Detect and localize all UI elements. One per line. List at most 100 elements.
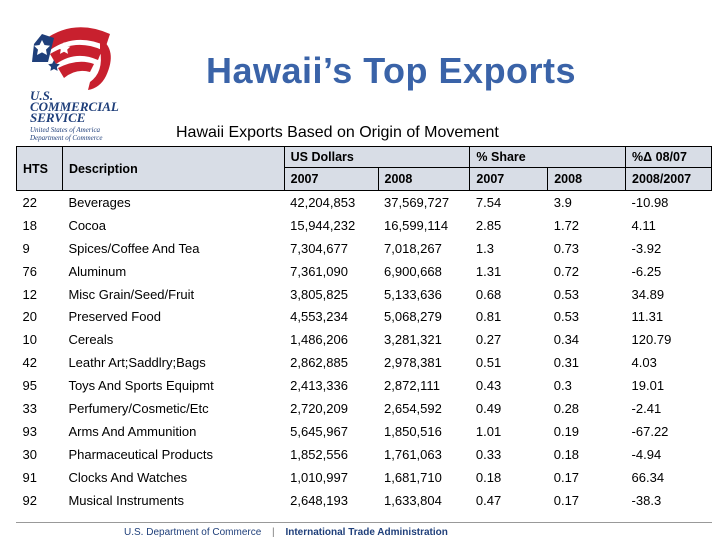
footer-ita: International Trade Administration <box>285 527 448 538</box>
table-header: HTS Description US Dollars % Share %Δ 08… <box>16 146 712 191</box>
cell-hts: 76 <box>22 263 37 279</box>
cell-hts: 9 <box>22 240 30 256</box>
cell-desc: Arms And Ammunition <box>68 423 197 439</box>
cell-usd2007: 7,304,677 <box>290 240 348 256</box>
cell-usd2007: 15,944,232 <box>290 217 356 233</box>
cell-chg: -67.22 <box>631 423 669 439</box>
header-share: % Share <box>469 146 626 168</box>
cell-chg: -38.3 <box>631 492 662 508</box>
cell-chg: 19.01 <box>631 378 665 394</box>
header-hts: HTS <box>16 146 63 191</box>
footer-divider <box>16 522 712 523</box>
header-change-years: 2008/2007 <box>625 167 712 191</box>
cell-sh2007: 2.85 <box>475 217 502 233</box>
table-row: 9 Spices/Coffee And Tea 7,304,677 7,018,267… <box>17 237 712 260</box>
cell-hts: 12 <box>22 286 37 302</box>
cell-chg: 120.79 <box>631 332 672 348</box>
table-row: 20 Preserved Food 4,553,234 5,068,279 0.81 0.… <box>17 305 712 328</box>
cell-sh2007: 0.81 <box>475 309 502 325</box>
cell-usd2007: 1,852,556 <box>290 446 348 462</box>
cell-usd2007: 1,486,206 <box>290 332 348 348</box>
cell-usd2008: 1,633,804 <box>384 492 442 508</box>
table-row: 93 Arms And Ammunition 5,645,967 1,850,516 1… <box>17 420 712 443</box>
cell-hts: 95 <box>22 378 37 394</box>
cell-chg: 11.31 <box>631 309 664 325</box>
cell-chg: 4.11 <box>631 217 656 233</box>
cell-desc: Pharmaceutical Products <box>68 446 213 462</box>
header-usd-2008: 2008 <box>377 167 470 191</box>
cell-sh2007: 0.49 <box>475 400 502 416</box>
cell-desc: Aluminum <box>68 263 127 279</box>
stars-and-stripes-logo-icon <box>32 27 111 90</box>
cell-sh2008: 0.53 <box>553 286 580 302</box>
table-row: 33 Perfumery/Cosmetic/Etc 2,720,209 2,654,5… <box>17 397 712 420</box>
cell-sh2007: 0.68 <box>475 286 502 302</box>
cell-chg: -6.25 <box>631 263 662 279</box>
cell-chg: 4.03 <box>631 355 657 371</box>
exports-table: HTS Description US Dollars % Share %Δ 08… <box>16 146 712 511</box>
cell-sh2007: 0.27 <box>475 332 502 348</box>
cell-hts: 18 <box>22 217 37 233</box>
cell-usd2008: 2,872,111 <box>384 378 440 394</box>
cell-sh2008: 0.17 <box>553 469 580 485</box>
cell-desc: Leathr Art;Saddlry;Bags <box>68 355 206 371</box>
table-row: 18 Cocoa 15,944,232 16,599,114 2.85 1.72 4.11 <box>17 214 712 237</box>
table-row: 91 Clocks And Watches 1,010,997 1,681,710 0.… <box>17 466 712 489</box>
table-body: 22 Beverages 42,204,853 37,569,727 7.54 3.9 -1… <box>17 191 712 512</box>
cell-usd2007: 2,648,193 <box>290 492 348 508</box>
cell-usd2007: 4,553,234 <box>290 309 348 325</box>
cell-sh2008: 0.34 <box>553 332 580 348</box>
cell-usd2007: 2,413,336 <box>290 378 348 394</box>
table-row: 12 Misc Grain/Seed/Fruit 3,805,825 5,133,63… <box>17 283 712 306</box>
cell-sh2008: 0.31 <box>553 355 580 371</box>
table-row: 76 Aluminum 7,361,090 6,900,668 1.31 0.72 -6.2… <box>17 260 712 283</box>
table-row: 22 Beverages 42,204,853 37,569,727 7.54 3.9 -1… <box>17 191 712 214</box>
cell-sh2007: 0.43 <box>475 378 502 394</box>
cell-usd2007: 2,862,885 <box>290 355 348 371</box>
cell-sh2008: 3.9 <box>553 194 572 210</box>
cell-desc: Misc Grain/Seed/Fruit <box>68 286 195 302</box>
logo-line-3: SERVICE <box>30 110 86 125</box>
cell-usd2008: 2,978,381 <box>384 355 442 371</box>
cell-sh2008: 0.3 <box>553 378 572 394</box>
table-row: 42 Leathr Art;Saddlry;Bags 2,862,885 2,978,… <box>17 351 712 374</box>
cell-chg: -2.41 <box>631 400 662 416</box>
cell-sh2007: 7.54 <box>475 194 502 210</box>
cell-sh2008: 0.72 <box>553 263 580 279</box>
page-title: Hawaii’s Top Exports <box>206 50 577 91</box>
cell-usd2007: 3,805,825 <box>290 286 348 302</box>
footer-department: U.S. Department of Commerce <box>124 527 262 538</box>
cell-hts: 91 <box>22 469 37 485</box>
cell-usd2008: 5,068,279 <box>384 309 442 325</box>
logo-sub-1: United States of America <box>30 126 101 134</box>
header-change: %Δ 08/07 <box>625 146 712 168</box>
cell-chg: 66.34 <box>631 469 665 485</box>
cell-sh2008: 0.18 <box>553 446 580 462</box>
cell-chg: 34.89 <box>631 286 665 302</box>
cell-usd2007: 5,645,967 <box>290 423 348 439</box>
cell-desc: Cereals <box>68 332 114 348</box>
cell-usd2008: 1,761,063 <box>384 446 442 462</box>
cell-usd2008: 7,018,267 <box>384 240 442 256</box>
cell-sh2008: 0.17 <box>553 492 580 508</box>
header-share-2008: 2008 <box>547 167 626 191</box>
table-row: 10 Cereals 1,486,206 3,281,321 0.27 0.34 120.7… <box>17 328 712 351</box>
footer-separator: | <box>272 527 275 538</box>
cell-desc: Cocoa <box>68 217 107 233</box>
cell-hts: 30 <box>22 446 37 462</box>
cell-hts: 92 <box>22 492 37 508</box>
cell-desc: Perfumery/Cosmetic/Etc <box>68 400 209 416</box>
table-row: 92 Musical Instruments 2,648,193 1,633,804 0… <box>17 489 712 512</box>
cell-sh2008: 0.19 <box>553 423 580 439</box>
table-row: 95 Toys And Sports Equipmt 2,413,336 2,872,… <box>17 374 712 397</box>
logo-subtext: United States of America Department of C… <box>30 126 120 142</box>
cell-hts: 10 <box>22 332 37 348</box>
table-row: 30 Pharmaceutical Products 1,852,556 1,761,… <box>17 443 712 466</box>
cell-chg: -4.94 <box>631 446 662 462</box>
logo-sub-2: Department of Commerce <box>30 134 103 142</box>
cell-hts: 93 <box>22 423 37 439</box>
cell-usd2008: 1,681,710 <box>384 469 442 485</box>
cell-sh2007: 0.51 <box>475 355 502 371</box>
logo-wordmark: U.S. COMMERCIAL SERVICE <box>30 89 119 125</box>
header-share-2007: 2007 <box>469 167 548 191</box>
